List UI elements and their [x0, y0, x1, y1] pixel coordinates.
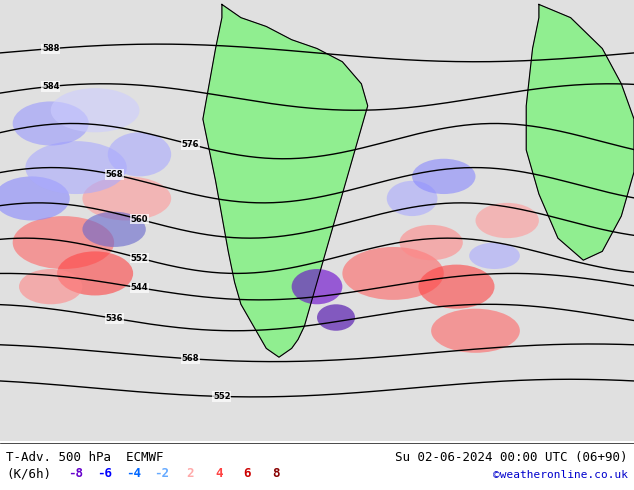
Text: 4: 4 [215, 467, 223, 480]
Text: 588: 588 [42, 44, 60, 53]
Text: ©weatheronline.co.uk: ©weatheronline.co.uk [493, 470, 628, 480]
Text: 552: 552 [213, 392, 231, 401]
Ellipse shape [317, 304, 355, 331]
Ellipse shape [418, 265, 495, 309]
Text: 536: 536 [105, 314, 123, 323]
Ellipse shape [342, 247, 444, 300]
Ellipse shape [476, 203, 539, 238]
Text: -6: -6 [97, 467, 112, 480]
Text: 560: 560 [131, 215, 148, 224]
Ellipse shape [13, 216, 114, 269]
Ellipse shape [431, 309, 520, 353]
Ellipse shape [82, 176, 171, 220]
Text: 6: 6 [243, 467, 251, 480]
Text: 568: 568 [181, 354, 199, 363]
Ellipse shape [25, 141, 127, 194]
Text: -4: -4 [126, 467, 141, 480]
Ellipse shape [469, 243, 520, 269]
Ellipse shape [412, 159, 476, 194]
Text: 552: 552 [131, 254, 148, 263]
Text: 544: 544 [131, 283, 148, 293]
Text: Su 02-06-2024 00:00 UTC (06+90): Su 02-06-2024 00:00 UTC (06+90) [395, 451, 628, 464]
Ellipse shape [13, 101, 89, 146]
Ellipse shape [0, 176, 70, 220]
Text: -2: -2 [154, 467, 169, 480]
Text: -8: -8 [68, 467, 84, 480]
Ellipse shape [387, 181, 437, 216]
Ellipse shape [57, 251, 133, 295]
Ellipse shape [82, 212, 146, 247]
Ellipse shape [399, 225, 463, 260]
Text: 8: 8 [272, 467, 280, 480]
Ellipse shape [19, 269, 82, 304]
Text: 576: 576 [181, 140, 199, 149]
Text: 2: 2 [186, 467, 194, 480]
Polygon shape [203, 4, 368, 357]
Text: (K/6h): (K/6h) [6, 467, 51, 480]
Ellipse shape [108, 132, 171, 176]
Ellipse shape [51, 88, 139, 132]
Text: T-Adv. 500 hPa  ECMWF: T-Adv. 500 hPa ECMWF [6, 451, 164, 464]
Text: 584: 584 [42, 82, 60, 91]
Polygon shape [526, 4, 634, 260]
Text: 568: 568 [105, 170, 123, 179]
FancyBboxPatch shape [0, 0, 634, 441]
Ellipse shape [292, 269, 342, 304]
